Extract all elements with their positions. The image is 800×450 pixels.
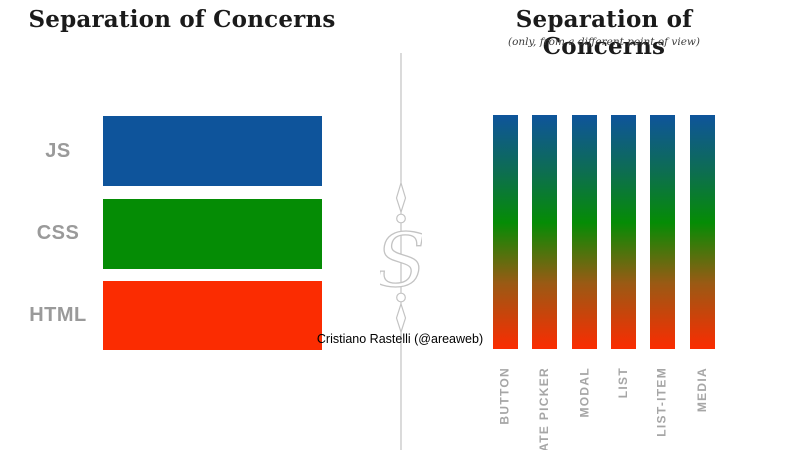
component-bar	[611, 115, 636, 349]
right-subtitle: (only, from a different point of view)	[507, 36, 700, 48]
right-title: Separation of Concerns	[515, 6, 693, 60]
component-label-date-picker: DATE PICKER	[537, 367, 551, 450]
svg-text:S: S	[380, 218, 422, 304]
component-bar	[690, 115, 715, 349]
layer-label-html: HTML	[29, 304, 87, 326]
component-label-modal: MODAL	[577, 367, 591, 418]
component-label-list: LIST	[616, 367, 630, 399]
component-label-button: BUTTON	[498, 367, 512, 425]
html-layer-bar	[103, 281, 322, 350]
layer-label-js: JS	[45, 140, 71, 162]
component-label-list-item: LIST-ITEM	[655, 367, 669, 437]
component-label-media: MEDIA	[695, 367, 709, 413]
divider-ornament: S	[380, 53, 422, 450]
component-bar	[493, 115, 518, 349]
layer-label-css: CSS	[36, 222, 80, 244]
component-bar	[532, 115, 557, 349]
left-title: Separation of Concerns	[28, 6, 336, 33]
css-layer-bar	[103, 199, 322, 269]
component-bar	[650, 115, 675, 349]
js-layer-bar	[103, 116, 322, 186]
attribution-credit: Cristiano Rastelli (@areaweb)	[316, 332, 484, 346]
component-bar	[572, 115, 597, 349]
